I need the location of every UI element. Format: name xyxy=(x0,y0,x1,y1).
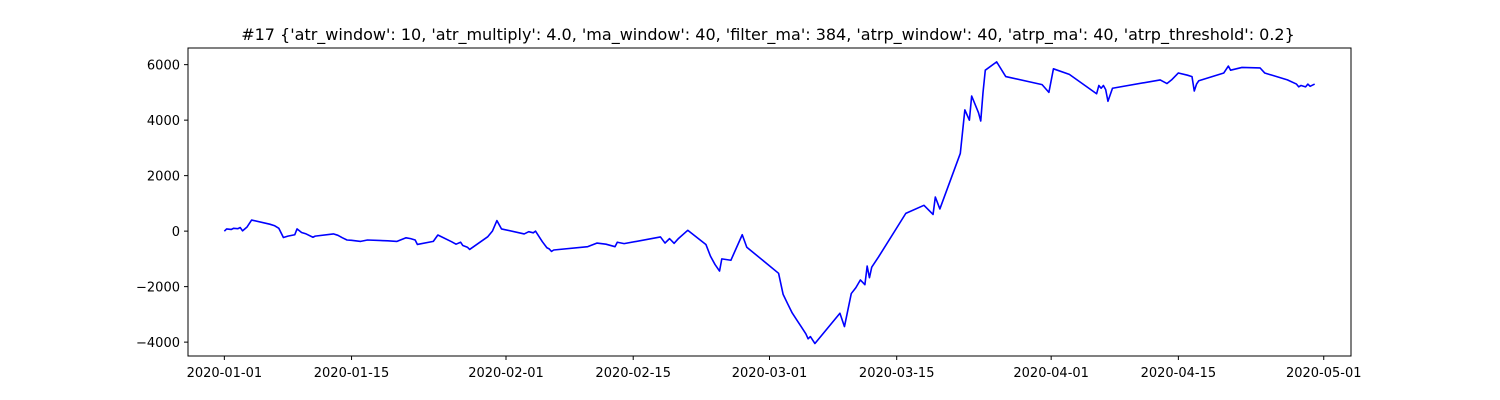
y-tick-label: 0 xyxy=(172,225,180,240)
x-axis: 2020-01-01 2020-01-15 2020-02-01 2020-02-15… xyxy=(187,356,1362,381)
plot-area xyxy=(187,47,1352,357)
y-tick-label: −2000 xyxy=(136,281,180,296)
y-tick-label: −4000 xyxy=(136,336,180,351)
y-axis: −4000 −2000 0 2000 4000 6000 xyxy=(136,59,188,351)
x-tick-label: 2020-04-15 xyxy=(1141,366,1217,381)
series-layer xyxy=(223,61,1316,345)
x-tick-label: 2020-01-01 xyxy=(187,366,263,381)
y-tick-label: 4000 xyxy=(147,114,180,129)
y-tick-label: 2000 xyxy=(147,170,180,185)
x-tick-label: 2020-04-01 xyxy=(1013,366,1089,381)
x-tick-label: 2020-02-01 xyxy=(468,366,544,381)
x-tick-label: 2020-01-15 xyxy=(314,366,390,381)
series-line-0 xyxy=(223,61,1316,345)
x-tick-label: 2020-03-15 xyxy=(859,366,935,381)
chart-title: #17 {'atr_window': 10, 'atr_multiply': 4… xyxy=(241,25,1295,45)
x-tick-label: 2020-05-01 xyxy=(1286,366,1362,381)
x-tick-label: 2020-03-01 xyxy=(732,366,808,381)
plot-frame xyxy=(187,47,1352,357)
x-tick-label: 2020-02-15 xyxy=(595,366,671,381)
y-tick-label: 6000 xyxy=(147,59,180,74)
